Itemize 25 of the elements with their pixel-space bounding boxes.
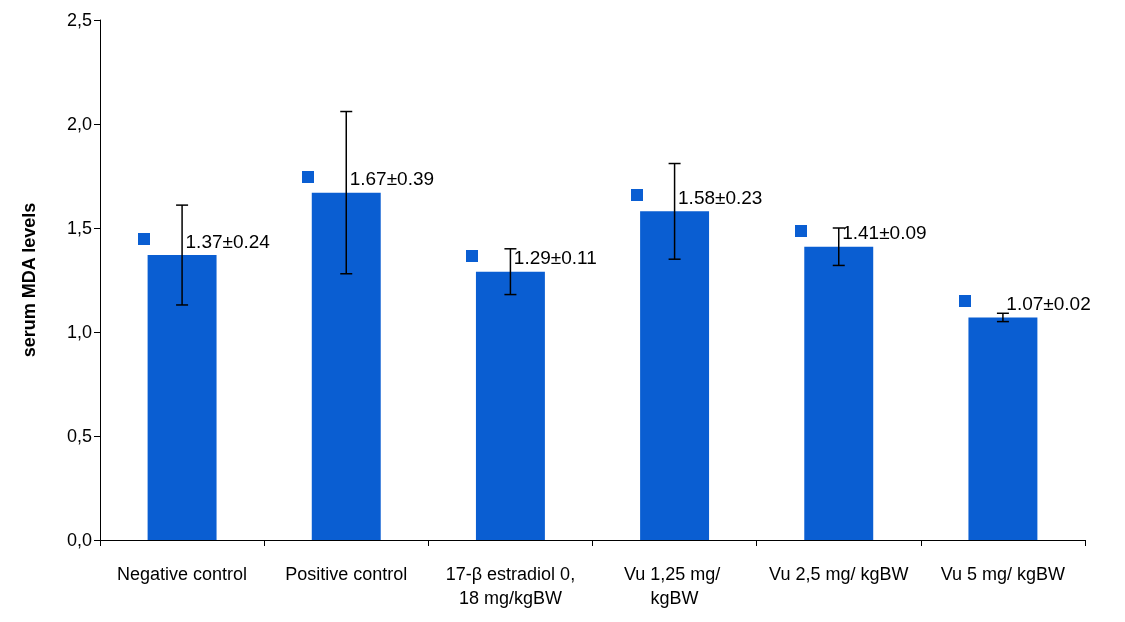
x-tick-label: Vu 2,5 mg/ kgBW	[769, 564, 909, 584]
data-label: 1.41±0.09	[842, 222, 927, 244]
bar	[968, 317, 1038, 540]
x-tick-label: 17-β estradiol 0,18 mg/kgBW	[445, 564, 576, 608]
data-label: 1.37±0.24	[185, 230, 271, 252]
y-tick-label: 0,5	[66, 426, 92, 446]
y-tick-label: 1,0	[66, 322, 92, 342]
x-tick-label: Vu 5 mg/ kgBW	[940, 564, 1066, 584]
bar	[804, 246, 874, 540]
data-label: 1.07±0.02	[1006, 292, 1091, 314]
x-tick-label: Negative control	[117, 564, 248, 584]
y-tick-label: 2,5	[66, 10, 92, 30]
bar	[311, 192, 381, 540]
x-tick-label: Vu 1,25 mg/ kgBW	[623, 564, 726, 608]
y-tick-label: 2,0	[66, 114, 92, 134]
data-label: 1.67±0.39	[349, 168, 435, 190]
bar	[147, 255, 217, 540]
y-tick-label: 0,0	[66, 530, 92, 550]
x-tick-label: Positive control	[285, 564, 408, 584]
data-label: 1.58±0.23	[678, 186, 763, 208]
y-axis-title: serum MDA levels	[19, 202, 39, 358]
bar	[475, 271, 545, 540]
data-label: 1.29±0.11	[513, 247, 597, 269]
bar	[640, 211, 710, 540]
y-tick-label: 1,5	[66, 218, 92, 238]
